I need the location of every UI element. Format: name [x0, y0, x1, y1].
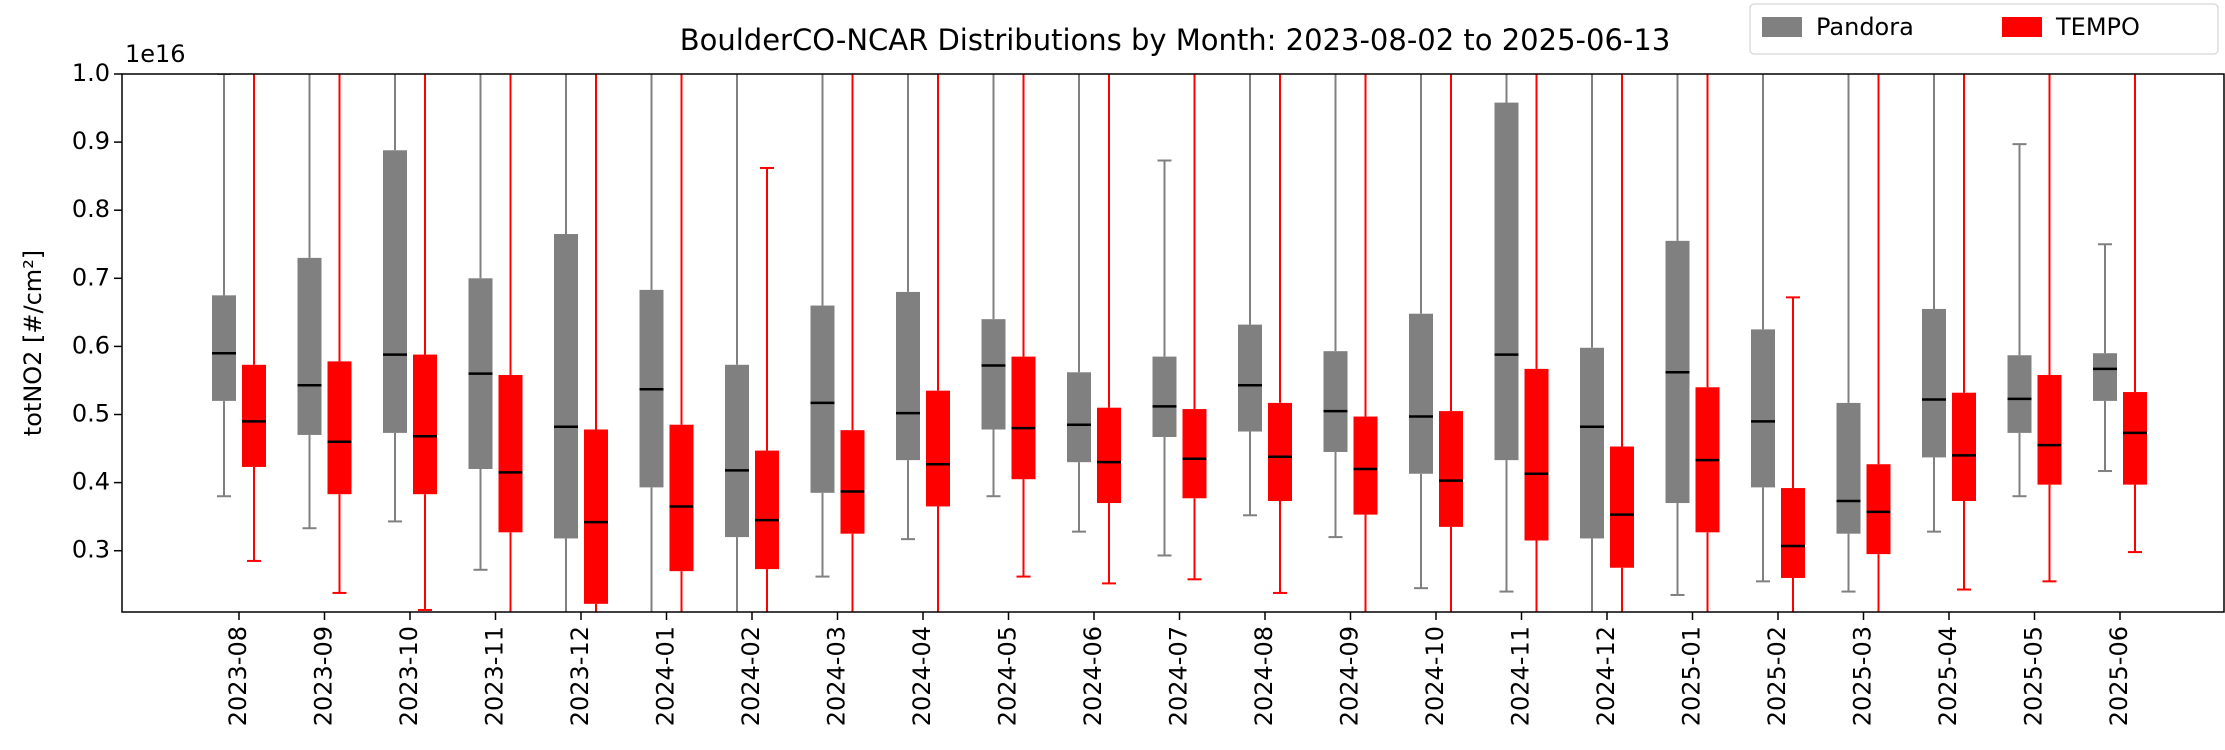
- box: [810, 305, 835, 493]
- box: [212, 295, 236, 401]
- y-tick-label: 0.8: [72, 195, 110, 223]
- box: [1067, 372, 1091, 463]
- legend-swatch: [1762, 17, 1802, 37]
- legend: [1749, 3, 2219, 55]
- box: [669, 424, 694, 572]
- x-tick-label: 2024-07: [1165, 626, 1193, 726]
- box: [2007, 355, 2032, 433]
- box: [1524, 368, 1549, 541]
- box: [1580, 347, 1604, 539]
- box: [1439, 411, 1463, 527]
- chart-title: BoulderCO-NCAR Distributions by Month: 2…: [680, 23, 1671, 57]
- box: [1952, 392, 1976, 501]
- y-tick-label: 0.4: [72, 468, 110, 496]
- x-tick-label: 2024-10: [1421, 626, 1449, 726]
- y-tick-label: 1.0: [72, 59, 110, 87]
- box: [242, 364, 266, 467]
- offset-label: 1e16: [125, 40, 186, 68]
- box: [926, 390, 950, 507]
- x-tick-label: 2023-10: [395, 626, 423, 726]
- x-tick-label: 2025-02: [1763, 626, 1791, 726]
- y-tick-label: 0.6: [72, 331, 110, 359]
- box: [1268, 402, 1292, 501]
- x-tick-label: 2025-01: [1678, 626, 1706, 726]
- x-tick-label: 2024-11: [1507, 626, 1535, 726]
- axes-frame: [121, 73, 2225, 613]
- plot-area: [212, 74, 2147, 612]
- box: [2123, 392, 2147, 485]
- box: [1152, 356, 1177, 437]
- x-tick-label: 2023-09: [310, 626, 338, 726]
- x-tick-label: 2025-05: [2020, 626, 2048, 726]
- box: [2093, 353, 2117, 401]
- box: [1751, 329, 1775, 488]
- box: [1409, 313, 1433, 474]
- box: [383, 150, 407, 433]
- box: [1922, 308, 1946, 458]
- x-tick-label: 2024-12: [1592, 626, 1620, 726]
- y-tick-label: 0.3: [72, 536, 110, 564]
- box: [1836, 402, 1861, 534]
- box: [413, 354, 437, 495]
- box: [1097, 407, 1121, 504]
- box: [2037, 375, 2062, 485]
- box: [1323, 351, 1348, 452]
- box: [1494, 102, 1519, 461]
- y-tick-label: 0.9: [72, 127, 110, 155]
- box: [1353, 416, 1378, 515]
- x-tick-label: 2024-06: [1079, 626, 1107, 726]
- y-axis-label: totNO2 [#/cm²]: [19, 250, 47, 436]
- x-tick-label: 2024-09: [1336, 626, 1364, 726]
- box: [896, 291, 920, 461]
- box: [840, 430, 865, 534]
- x-tick-label: 2024-03: [823, 626, 851, 726]
- x-tick-label: 2024-02: [737, 626, 765, 726]
- x-tick-label: 2023-08: [224, 626, 252, 726]
- legend-label: TEMPO: [2055, 13, 2140, 41]
- box: [327, 361, 352, 495]
- box: [554, 234, 578, 539]
- x-tick-label: 2025-03: [1849, 626, 1877, 726]
- box: [1781, 488, 1805, 578]
- x-tick-label: 2023-11: [481, 626, 509, 726]
- x-tick-label: 2025-04: [1934, 626, 1962, 726]
- x-tick-label: 2024-08: [1250, 626, 1278, 726]
- x-tick-label: 2024-01: [652, 626, 680, 726]
- legend-label: Pandora: [1816, 13, 1914, 41]
- box: [498, 375, 523, 533]
- x-tick-label: 2025-06: [2105, 626, 2133, 726]
- box: [1610, 446, 1634, 568]
- x-tick-label: 2024-05: [994, 626, 1022, 726]
- y-tick-label: 0.5: [72, 400, 110, 428]
- box: [725, 364, 749, 538]
- box: [584, 429, 608, 604]
- box: [1238, 324, 1262, 432]
- legend-swatch: [2002, 17, 2042, 37]
- box: [981, 319, 1006, 430]
- x-tick-label: 2024-04: [908, 626, 936, 726]
- y-tick-label: 0.7: [72, 263, 110, 291]
- box: [1866, 464, 1891, 555]
- box: [755, 450, 779, 570]
- box: [1011, 356, 1036, 480]
- x-tick-label: 2023-12: [566, 626, 594, 726]
- box: [1182, 409, 1207, 499]
- box: [297, 257, 322, 435]
